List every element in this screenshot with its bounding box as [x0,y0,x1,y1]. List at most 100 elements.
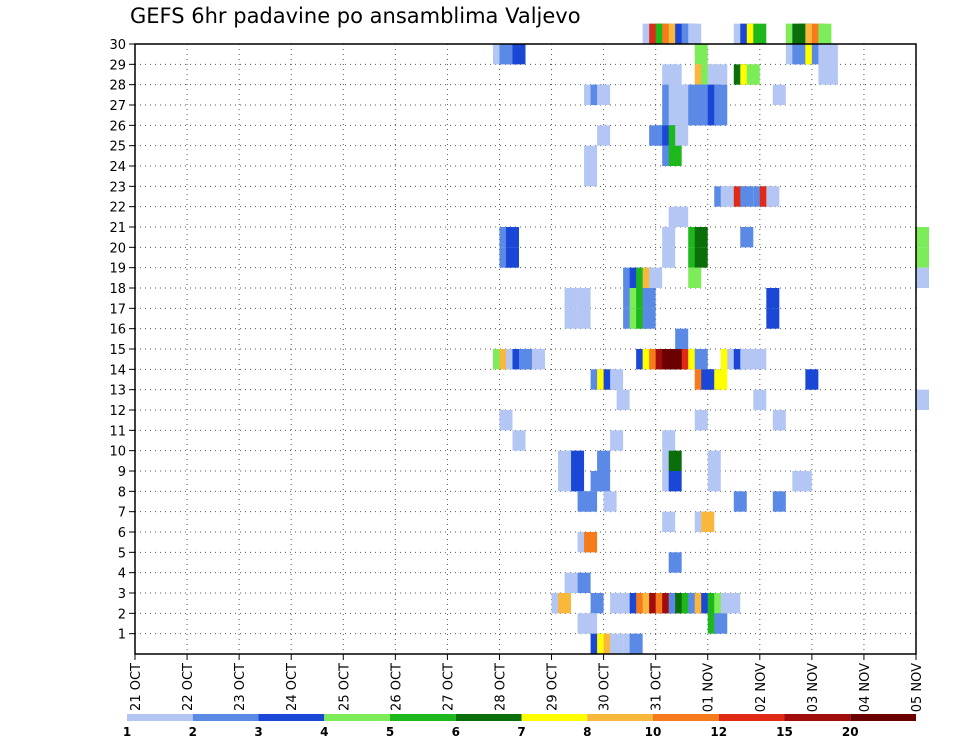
colorbar-swatch [324,714,390,721]
heatmap-cell [577,308,591,329]
x-tick-label: 25 OCT [337,663,352,711]
y-tick-label: 28 [109,79,126,94]
heatmap-cell [714,369,728,390]
colorbar-label: 10 [645,725,662,739]
heatmap-cell [694,247,708,268]
colorbar-swatch [587,714,653,721]
y-tick-label: 12 [109,404,126,419]
colorbar-label: 1 [123,725,131,739]
y-tick-label: 9 [118,465,126,480]
x-tick-label: 22 OCT [181,663,196,711]
y-tick-label: 25 [109,140,126,155]
heatmap-cell [603,491,617,512]
colorbar-label: 7 [517,725,525,739]
heatmap-cell [532,349,546,370]
y-axis: 1234567891011121314151617181920212223242… [109,38,135,643]
heatmap-cell [571,471,585,492]
heatmap-cell [571,450,585,471]
y-tick-label: 1 [118,628,126,643]
x-tick-label: 28 OCT [493,663,508,711]
heatmap-cell [558,593,572,614]
heatmap-cell [584,166,598,187]
heatmap-cell [675,206,689,227]
heatmap-cell [916,227,930,248]
colorbar-swatch [127,714,193,721]
heatmap-cell [714,613,728,634]
heatmap-cell [584,491,598,512]
heatmap-cell [753,389,767,410]
heatmap-cell [584,613,598,634]
heatmap-cell [616,593,630,614]
colorbar-label: 5 [386,725,394,739]
y-tick-label: 4 [118,567,126,582]
y-tick-label: 29 [109,58,126,73]
y-tick-label: 24 [109,160,126,175]
heatmap-cell [597,450,611,471]
colorbar-label: 4 [320,725,328,739]
y-tick-label: 5 [118,546,126,561]
heatmap-cell [746,64,760,85]
y-tick-label: 7 [118,506,126,521]
y-tick-label: 21 [109,221,126,236]
heatmap-cell [584,532,598,553]
heatmap-cell [629,633,643,654]
heatmap-cell [597,125,611,146]
colorbar-swatch [718,714,785,721]
heatmap-cell [662,227,676,248]
y-tick-label: 3 [118,587,126,602]
heatmap-cell [824,64,838,85]
y-tick-label: 8 [118,485,126,500]
heatmap-cell [499,410,513,431]
y-tick-label: 10 [109,445,126,460]
x-tick-label: 24 OCT [285,663,300,711]
heatmap-cell [707,471,721,492]
colorbar-label: 15 [776,725,793,739]
colorbar-swatch [850,714,916,721]
heatmap-cell [694,44,708,65]
x-tick-label: 30 OCT [598,663,613,711]
heatmap-cell [694,410,708,431]
x-tick-label: 02 NOV [754,663,769,712]
heatmap-cell [668,450,682,471]
heatmap-cell [610,369,624,390]
y-tick-label: 2 [118,607,126,622]
heatmap-cell [564,572,578,593]
heatmap-cell [694,227,708,248]
heatmap-cell [597,84,611,105]
heatmap-cell [610,430,624,451]
y-tick-label: 26 [109,119,126,134]
heatmap-cell [772,491,786,512]
heatmap-cell [675,328,689,349]
x-tick-label: 05 NOV [910,663,925,712]
heatmap-cell [766,308,780,329]
x-tick-label: 01 NOV [702,663,717,712]
y-tick-label: 14 [109,363,126,378]
y-tick-label: 17 [109,302,126,317]
heatmap-cell [707,450,721,471]
heatmap-cell [512,44,526,65]
colorbar-legend: 1 2 3 4 5 6 7 8 10 12 15 20 [123,714,916,739]
heatmap-cell [916,247,930,268]
colorbar-label: 8 [583,725,591,739]
heatmap-cell [668,64,682,85]
colorbar-swatch [192,714,259,721]
heatmap-cell [701,511,715,532]
heatmap-cell [668,552,682,573]
heatmap-cell [818,23,832,44]
y-tick-label: 6 [118,526,126,541]
colorbar-swatch [784,714,851,721]
heatmap-cell [766,288,780,309]
x-tick-label: 29 OCT [546,663,561,711]
heatmap-cell [916,389,930,410]
heatmap-cell [662,430,676,451]
x-tick-label: 26 OCT [389,663,404,711]
y-tick-label: 30 [109,38,126,53]
heatmap-cell [714,64,728,85]
heatmap-cell [584,145,598,166]
heatmap-cell [577,288,591,309]
y-tick-label: 16 [109,323,126,338]
y-tick-label: 15 [109,343,126,358]
heatmap-cell [740,186,754,207]
colorbar-swatch [390,714,456,721]
